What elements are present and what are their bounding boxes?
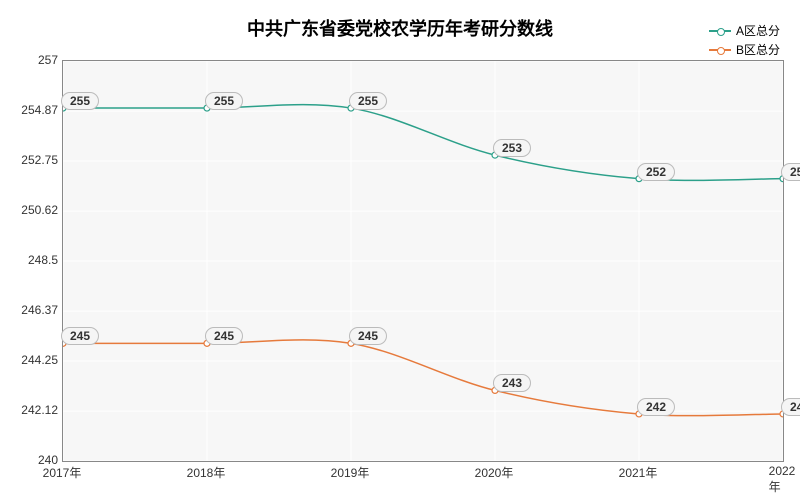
- y-tick-label: 252.75: [8, 153, 58, 167]
- legend-label-a: A区总分: [736, 22, 780, 39]
- data-point-label: 245: [61, 327, 99, 345]
- x-tick-label: 2017年: [43, 464, 82, 481]
- chart-title: 中共广东省委党校农学历年考研分数线: [0, 15, 800, 41]
- data-point-label: 243: [493, 374, 531, 392]
- data-point-label: 253: [493, 139, 531, 157]
- y-tick-label: 244.25: [8, 353, 58, 367]
- data-point-label: 252: [781, 163, 800, 181]
- x-tick-label: 2020年: [475, 464, 514, 481]
- plot-area: [62, 60, 784, 462]
- legend-label-b: B区总分: [736, 41, 780, 58]
- y-tick-label: 242.12: [8, 403, 58, 417]
- data-point-label: 252: [637, 163, 675, 181]
- data-point-label: 242: [781, 398, 800, 416]
- legend: A区总分 B区总分: [709, 22, 780, 60]
- data-point-label: 255: [205, 92, 243, 110]
- y-tick-label: 250.62: [8, 203, 58, 217]
- x-tick-label: 2018年: [187, 464, 226, 481]
- y-tick-label: 246.37: [8, 303, 58, 317]
- legend-swatch-a: [709, 30, 731, 32]
- plot-svg: [63, 61, 783, 461]
- x-tick-label: 2022年: [769, 464, 796, 495]
- chart-container: 中共广东省委党校农学历年考研分数线 A区总分 B区总分 240242.12244…: [0, 0, 800, 500]
- y-tick-label: 257: [8, 53, 58, 67]
- y-tick-label: 254.87: [8, 103, 58, 117]
- legend-swatch-b: [709, 49, 731, 51]
- data-point-label: 242: [637, 398, 675, 416]
- data-point-label: 245: [349, 327, 387, 345]
- legend-item-b: B区总分: [709, 41, 780, 58]
- data-point-label: 255: [61, 92, 99, 110]
- data-point-label: 245: [205, 327, 243, 345]
- y-tick-label: 248.5: [8, 253, 58, 267]
- legend-item-a: A区总分: [709, 22, 780, 39]
- x-tick-label: 2019年: [331, 464, 370, 481]
- data-point-label: 255: [349, 92, 387, 110]
- x-tick-label: 2021年: [619, 464, 658, 481]
